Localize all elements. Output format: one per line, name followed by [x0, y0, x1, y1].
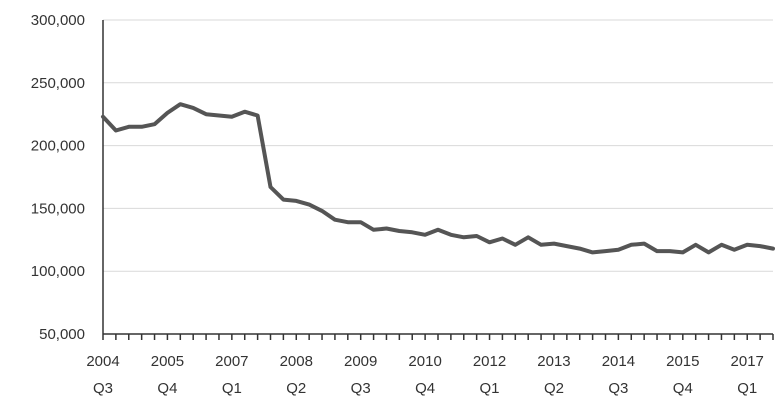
data-point [243, 110, 247, 114]
data-point [591, 250, 595, 254]
data-point [178, 102, 182, 106]
data-point [165, 111, 169, 115]
x-tick-label-quarter: Q4 [673, 380, 693, 397]
data-point [475, 234, 479, 238]
y-tick-label: 300,000 [31, 12, 85, 29]
data-point [269, 185, 273, 189]
data-point [333, 218, 337, 222]
y-tick-label: 100,000 [31, 263, 85, 280]
data-point [346, 220, 350, 224]
x-tick-label-year: 2013 [537, 353, 570, 370]
x-tick-label-quarter: Q3 [93, 380, 113, 397]
data-point [745, 243, 749, 247]
x-tick-label-year: 2014 [602, 353, 635, 370]
data-point [153, 122, 157, 126]
data-point [565, 244, 569, 248]
axes [102, 20, 773, 335]
data-point [449, 233, 453, 237]
data-point [655, 249, 659, 253]
y-tick-label: 50,000 [39, 326, 85, 343]
data-point [320, 209, 324, 213]
x-tick-label-quarter: Q2 [286, 380, 306, 397]
data-point [707, 250, 711, 254]
x-tick-label-quarter: Q2 [544, 380, 564, 397]
data-point [719, 243, 723, 247]
data-point [578, 247, 582, 251]
data-point [500, 237, 504, 241]
x-axis-tick-marks [102, 334, 774, 340]
data-point [681, 250, 685, 254]
data-point [294, 199, 298, 203]
data-point [410, 230, 414, 234]
data-point [629, 243, 633, 247]
x-tick-label-year: 2015 [666, 353, 699, 370]
data-point [616, 248, 620, 252]
data-point [114, 129, 118, 133]
x-tick-label-year: 2017 [731, 353, 764, 370]
x-tick-label-quarter: Q1 [737, 380, 757, 397]
x-tick-label-quarter: Q4 [415, 380, 435, 397]
data-point [668, 249, 672, 253]
x-tick-label-year: 2010 [408, 353, 441, 370]
data-point [436, 228, 440, 232]
data-point [513, 243, 517, 247]
data-point [552, 242, 556, 246]
data-point [140, 125, 144, 129]
data-point [526, 235, 530, 239]
data-point [604, 249, 608, 253]
data-point [230, 115, 234, 119]
data-point [488, 240, 492, 244]
data-point [204, 112, 208, 116]
data-point [281, 198, 285, 202]
x-tick-label-quarter: Q1 [222, 380, 242, 397]
data-point [397, 229, 401, 233]
x-tick-label-year: 2009 [344, 353, 377, 370]
data-point [642, 242, 646, 246]
x-axis-tick-labels: 2004 Q3 2005 Q4 2007 Q1 2008 Q2 2009 Q3 2010 Q4 2012… [86, 353, 764, 397]
x-tick-label-year: 2012 [473, 353, 506, 370]
data-point [372, 228, 376, 232]
x-tick-label-year: 2004 [86, 353, 119, 370]
y-tick-label: 150,000 [31, 200, 85, 217]
x-tick-label-quarter: Q3 [351, 380, 371, 397]
x-tick-label-year: 2005 [151, 353, 184, 370]
y-tick-label: 250,000 [31, 75, 85, 92]
data-point [758, 244, 762, 248]
x-tick-label-quarter: Q4 [157, 380, 177, 397]
data-point [423, 233, 427, 237]
y-tick-label: 200,000 [31, 138, 85, 155]
data-point [307, 203, 311, 207]
data-point [101, 115, 105, 119]
data-point [539, 243, 543, 247]
x-tick-label-year: 2007 [215, 353, 248, 370]
x-tick-label-quarter: Q1 [480, 380, 500, 397]
data-point [384, 226, 388, 230]
x-tick-label-quarter: Q3 [608, 380, 628, 397]
data-point [771, 247, 775, 251]
data-point [462, 235, 466, 239]
data-point [217, 113, 221, 117]
data-point [127, 125, 131, 129]
data-point [359, 220, 363, 224]
data-point [256, 113, 260, 117]
series [101, 102, 775, 255]
data-point [732, 248, 736, 252]
series-line [101, 102, 775, 255]
data-point [191, 106, 195, 110]
y-axis-tick-labels: 50,000 100,000 150,000 200,000 250,000 300,00… [31, 12, 85, 343]
data-point [694, 243, 698, 247]
x-tick-label-year: 2008 [280, 353, 313, 370]
gridlines [103, 19, 773, 272]
